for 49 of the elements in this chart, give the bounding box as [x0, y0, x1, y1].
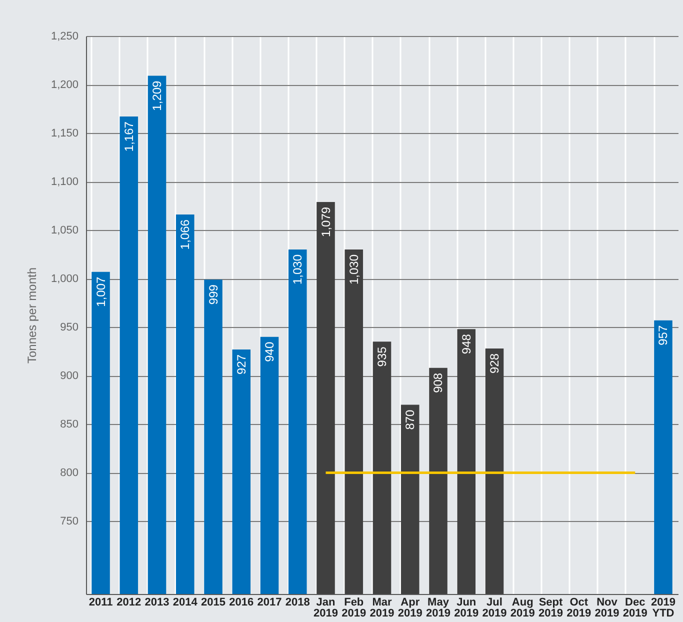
x-tick-label: Jun 2019 [454, 596, 479, 620]
x-tick-label: Apr 2019 [398, 596, 422, 620]
data-label: 908 [431, 372, 446, 393]
x-tick-label: 2014 [172, 596, 198, 608]
data-label: 1,007 [94, 276, 108, 307]
y-tick-label: 900 [60, 370, 78, 382]
y-tick-label: 1,200 [50, 79, 78, 92]
data-label: 870 [403, 409, 418, 430]
data-label: 940 [262, 342, 277, 362]
data-label: 957 [656, 325, 670, 346]
x-tick-label: Oct 2019 [566, 596, 592, 620]
data-label: 1,079 [318, 206, 333, 237]
x-tick-label: Nov 2019 [594, 596, 620, 620]
x-tick-label: Sept 2019 [538, 596, 563, 620]
x-tick-label: Aug 2019 [510, 596, 535, 620]
x-tick-label: Feb 2019 [342, 596, 366, 620]
x-tick-label: 2013 [144, 596, 170, 608]
data-label: 1,209 [150, 80, 164, 111]
data-label: 1,030 [290, 254, 305, 285]
y-tick-label: 1,050 [50, 224, 78, 237]
x-tick-label: Mar 2019 [370, 596, 394, 620]
x-tick-label: 2011 [88, 596, 113, 608]
x-tick-label: Dec 2019 [622, 596, 648, 620]
y-axis-title: Tonnes per month [24, 267, 39, 364]
y-tick-label: 1,000 [50, 273, 78, 286]
y-tick-label: 1,250 [50, 30, 78, 42]
y-tick-label: 950 [60, 322, 78, 334]
data-label: 1,167 [122, 121, 136, 152]
x-tick-label: 2017 [257, 596, 282, 608]
data-label: 948 [459, 334, 474, 354]
y-tick-label: 1,100 [50, 176, 78, 188]
data-label: 935 [375, 346, 389, 367]
data-label: 928 [487, 353, 502, 374]
x-tick-label: Jan 2019 [314, 596, 338, 620]
x-tick-label: 2015 [201, 596, 226, 608]
y-tick-label: 800 [60, 467, 78, 480]
x-tick-label: 2018 [285, 596, 310, 608]
y-tick-label: 1,150 [50, 128, 78, 140]
y-tick-label: 850 [60, 418, 78, 431]
x-tick-label: Jul 2019 [482, 596, 507, 620]
data-label: 1,030 [346, 254, 361, 285]
y-tick-label: 750 [60, 516, 78, 528]
x-tick-label: 2016 [229, 596, 254, 608]
data-label: 927 [234, 354, 248, 374]
x-tick-label: 2012 [116, 596, 142, 608]
data-label: 999 [206, 284, 220, 305]
data-label: 1,066 [178, 219, 192, 250]
x-tick-label: May 2019 [426, 596, 450, 620]
x-tick-label: 2019 YTD [650, 596, 676, 620]
